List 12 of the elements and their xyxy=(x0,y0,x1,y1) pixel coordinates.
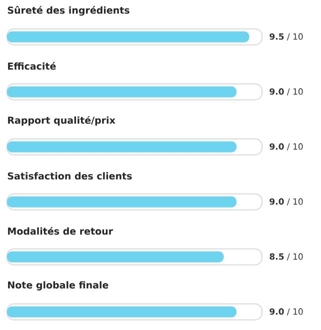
y-tick-label: Note globale finale xyxy=(8,281,108,290)
y-tick-label: Rapport qualité/prix xyxy=(8,116,116,126)
y-tick-label: Efficacité xyxy=(8,62,56,70)
y-tick-label: Modalités de retour xyxy=(8,226,114,235)
y-tick-label: Sûreté des ingrédients xyxy=(8,6,130,16)
data-label: 9.5 / 10 xyxy=(270,33,303,40)
data-label: 9.0 / 10 xyxy=(270,198,303,206)
data-label: 9.0 / 10 xyxy=(270,308,303,316)
data-label: 8.5 / 10 xyxy=(270,253,303,260)
data-label: 9.0 / 10 xyxy=(270,143,303,150)
data-label: 9.0 / 10 xyxy=(270,88,303,96)
y-tick-label: Satisfaction des clients xyxy=(8,172,132,180)
